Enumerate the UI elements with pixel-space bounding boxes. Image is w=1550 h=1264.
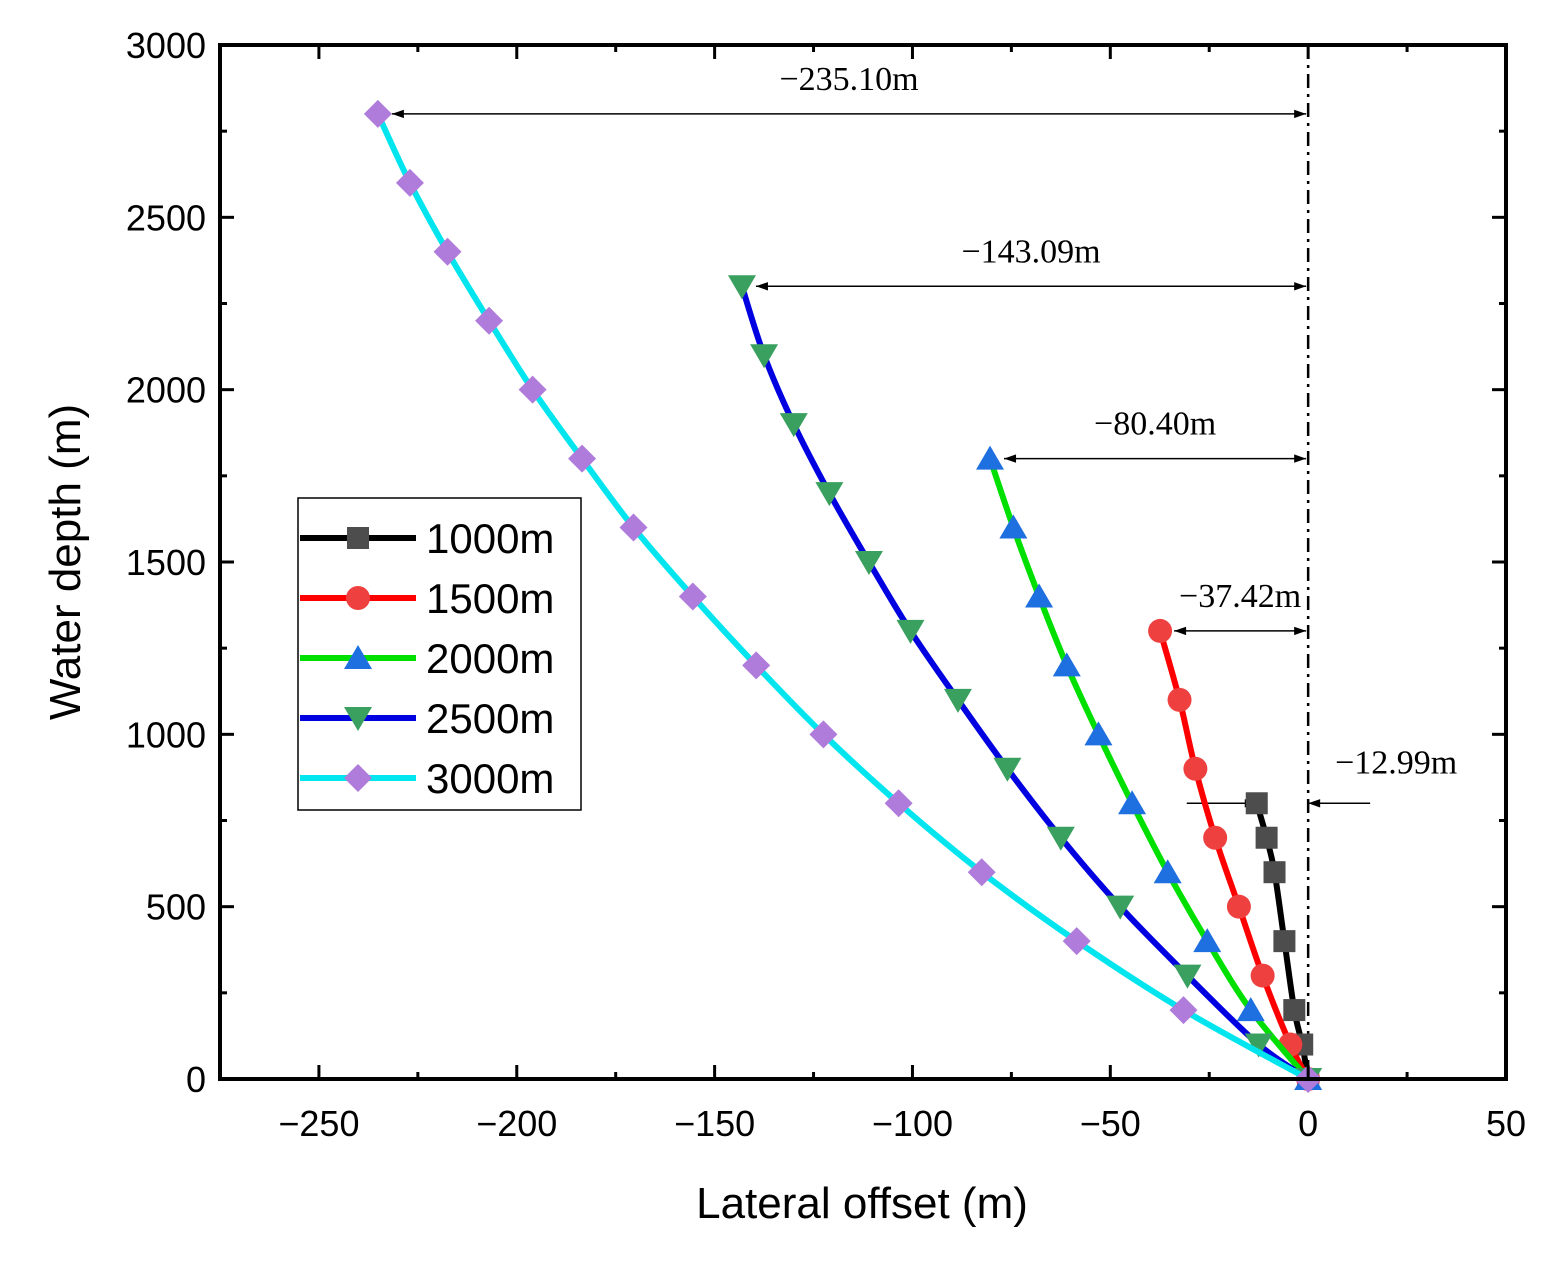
legend-item-1500m: 1500m: [300, 575, 554, 622]
series-line-2500m: [739, 285, 1310, 1082]
legend-label: 1500m: [426, 575, 554, 622]
point-3000m-13: [395, 168, 424, 197]
series-line-2000m: [987, 457, 1311, 1081]
point-3000m-11: [475, 306, 504, 335]
point-2500m-7: [896, 619, 925, 644]
point-1000m-4: [1263, 861, 1286, 884]
x-tick-label: 0: [1298, 1103, 1318, 1144]
point-1000m-6: [1245, 792, 1268, 815]
annotation-1: −235.10m: [391, 61, 1307, 119]
point-2000m-1: [1236, 997, 1265, 1022]
annotation-label: −37.42m: [1179, 578, 1301, 615]
point-2000m-5: [1084, 721, 1113, 746]
point-3000m-6: [742, 651, 771, 680]
legend-item-2500m: 2500m: [300, 695, 554, 742]
point-2000m-9: [976, 445, 1005, 470]
y-tick-label: 2500: [126, 197, 206, 238]
annotation-5: −12.99m: [1186, 744, 1457, 808]
point-3000m-10: [518, 375, 547, 404]
point-3000m-1: [1169, 996, 1198, 1025]
legend-swatch-marker: [344, 645, 372, 669]
point-2500m-1: [1244, 1033, 1273, 1058]
axes-group: −250 −200 −150 −100 −50 0 50050010001500200025…: [126, 25, 1526, 1144]
annotation-label: −80.40m: [1094, 406, 1216, 443]
annotation-3: −80.40m: [1004, 406, 1307, 463]
point-1500m-6: [1167, 687, 1192, 712]
point-3000m-8: [619, 513, 648, 542]
annotation-4: −37.42m: [1174, 578, 1307, 636]
legend-label: 3000m: [426, 755, 554, 802]
point-3000m-5: [809, 720, 838, 749]
x-tick-label: 50: [1486, 1103, 1526, 1144]
point-2500m-6: [943, 688, 972, 713]
legend-item-1000m: 1000m: [300, 515, 554, 562]
point-2000m-7: [1025, 583, 1054, 608]
point-1500m-2: [1250, 963, 1275, 988]
annotation-label: −143.09m: [961, 233, 1100, 270]
point-2500m-9: [815, 482, 844, 507]
x-tick-label: −100: [872, 1103, 953, 1144]
legend-label: 1000m: [426, 515, 554, 562]
legend-swatch-marker: [344, 707, 372, 731]
point-2000m-6: [1052, 652, 1081, 677]
annotation-label: −12.99m: [1335, 744, 1457, 781]
x-tick-label: −150: [674, 1103, 755, 1144]
legend-swatch-marker: [346, 586, 370, 610]
y-tick-label: 1000: [126, 714, 206, 755]
point-1500m-4: [1203, 825, 1228, 850]
y-tick-label: 2000: [126, 370, 206, 411]
point-1000m-5: [1255, 826, 1278, 849]
point-3000m-4: [884, 789, 913, 818]
point-2500m-10: [779, 413, 808, 438]
y-tick-label: 0: [186, 1059, 206, 1100]
x-tick-label: −200: [476, 1103, 557, 1144]
annotation-2: −143.09m: [755, 233, 1307, 291]
annotations-group: −235.10m −143.09m −80.40m −37.42m −12.99m: [391, 61, 1457, 808]
point-1500m-3: [1226, 894, 1251, 919]
legend-item-3000m: 3000m: [300, 755, 554, 802]
point-3000m-3: [967, 858, 996, 887]
point-2500m-4: [1046, 826, 1075, 851]
legend-swatch-marker: [347, 527, 369, 549]
y-tick-label: 1500: [126, 542, 206, 583]
legend-box: [297, 497, 582, 811]
point-2500m-2: [1173, 964, 1202, 989]
legend: 1000m 1500m 2000m 2500m 3000m: [297, 497, 582, 811]
series-2500m: [727, 275, 1323, 1092]
point-2000m-4: [1118, 790, 1147, 815]
point-2500m-3: [1106, 895, 1135, 920]
point-3000m-7: [678, 582, 707, 611]
point-1500m-7: [1148, 618, 1173, 643]
point-2500m-8: [854, 551, 883, 575]
legend-label: 2500m: [426, 695, 554, 742]
x-axis-title: Lateral offset (m): [696, 1179, 1028, 1228]
x-tick-label: −50: [1080, 1103, 1141, 1144]
point-2000m-3: [1153, 859, 1182, 884]
point-2500m-5: [993, 757, 1022, 782]
point-3000m-9: [568, 444, 597, 473]
legend-item-2000m: 2000m: [300, 635, 554, 682]
y-axis-title: Water depth (m): [41, 404, 90, 720]
annotation-label: −235.10m: [779, 61, 918, 98]
legend-label: 2000m: [426, 635, 554, 682]
point-1000m-2: [1283, 999, 1306, 1022]
y-tick-label: 500: [146, 887, 206, 928]
point-3000m-14: [363, 99, 392, 128]
point-3000m-12: [433, 237, 462, 266]
x-tick-label: −250: [278, 1103, 359, 1144]
point-2500m-12: [727, 275, 756, 300]
point-2000m-8: [999, 514, 1028, 539]
legend-swatch-marker: [344, 764, 372, 792]
y-tick-label: 3000: [126, 25, 206, 66]
point-2000m-2: [1193, 928, 1222, 953]
point-3000m-2: [1062, 927, 1091, 956]
point-2500m-11: [750, 344, 779, 369]
point-1000m-3: [1273, 930, 1296, 953]
point-1500m-5: [1183, 756, 1208, 781]
